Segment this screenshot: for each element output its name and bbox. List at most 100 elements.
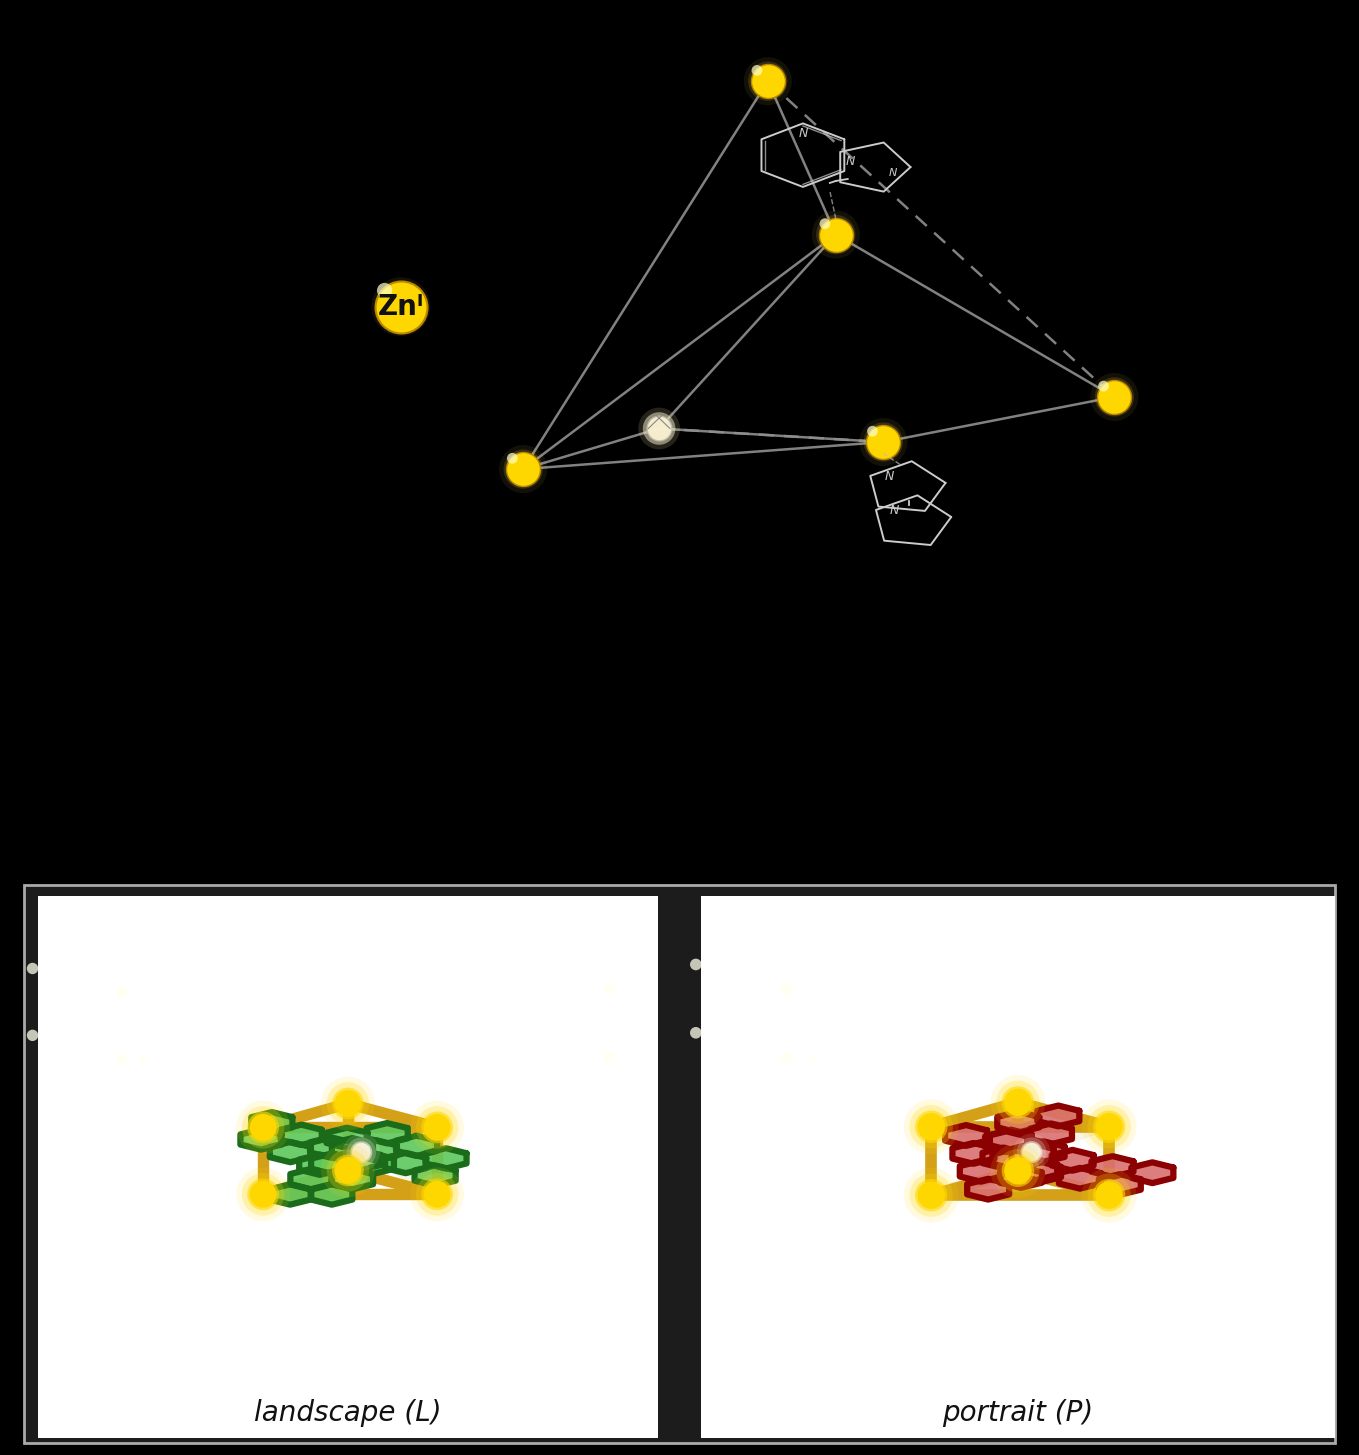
Point <box>1007 1091 1029 1115</box>
Polygon shape <box>241 1129 281 1149</box>
Point <box>872 431 894 454</box>
Point <box>685 953 707 976</box>
Polygon shape <box>414 1165 455 1186</box>
Point <box>825 223 847 246</box>
Text: N: N <box>885 470 894 483</box>
Polygon shape <box>1000 1167 1042 1187</box>
Point <box>872 431 894 454</box>
Bar <box>701 896 1335 1438</box>
Point <box>1098 1115 1120 1138</box>
Point <box>351 1141 372 1164</box>
Point <box>1104 386 1125 409</box>
Polygon shape <box>983 1148 1025 1168</box>
Point <box>862 419 883 442</box>
Polygon shape <box>1099 1174 1140 1195</box>
Point <box>757 70 779 93</box>
Text: N: N <box>889 167 897 178</box>
Polygon shape <box>281 1125 322 1145</box>
Polygon shape <box>1030 1123 1072 1144</box>
Point <box>427 1183 448 1206</box>
Point <box>390 295 412 319</box>
Bar <box>38 896 658 1438</box>
Polygon shape <box>1019 1161 1061 1183</box>
Point <box>351 1141 372 1164</box>
Polygon shape <box>332 1138 372 1158</box>
Polygon shape <box>299 1154 340 1174</box>
Point <box>648 416 670 439</box>
Point <box>814 212 836 236</box>
Point <box>872 431 894 454</box>
Point <box>22 1024 43 1048</box>
Point <box>427 1183 448 1206</box>
Polygon shape <box>1011 1144 1053 1164</box>
Point <box>512 457 534 480</box>
Polygon shape <box>1131 1163 1173 1183</box>
Point <box>337 1158 359 1181</box>
Point <box>1007 1160 1029 1183</box>
Text: portrait (P): portrait (P) <box>942 1400 1094 1427</box>
Point <box>1098 1183 1120 1206</box>
Point <box>427 1116 448 1139</box>
Point <box>337 1091 359 1115</box>
Point <box>501 447 523 470</box>
Point <box>1104 386 1125 409</box>
Point <box>1021 1141 1042 1164</box>
Text: landscape (L): landscape (L) <box>254 1400 442 1427</box>
Polygon shape <box>425 1148 466 1168</box>
Point <box>1021 1141 1042 1164</box>
Point <box>1104 386 1125 409</box>
Point <box>337 1158 359 1181</box>
Point <box>648 416 670 439</box>
Polygon shape <box>968 1179 1010 1199</box>
Polygon shape <box>992 1149 1034 1170</box>
Polygon shape <box>1059 1168 1101 1189</box>
Point <box>920 1115 942 1138</box>
Point <box>427 1116 448 1139</box>
Point <box>920 1115 942 1138</box>
Polygon shape <box>356 1141 397 1161</box>
Point <box>351 1141 372 1164</box>
Polygon shape <box>953 1144 995 1164</box>
Point <box>825 223 847 246</box>
Polygon shape <box>1091 1157 1133 1177</box>
Point <box>427 1116 448 1139</box>
Text: N: N <box>890 503 900 517</box>
Point <box>1104 386 1125 409</box>
Point <box>920 1183 942 1206</box>
Polygon shape <box>269 1184 311 1205</box>
Point <box>390 295 412 319</box>
Polygon shape <box>326 1128 367 1148</box>
Polygon shape <box>367 1123 408 1144</box>
Point <box>825 223 847 246</box>
Point <box>253 1183 275 1206</box>
Polygon shape <box>311 1184 352 1205</box>
Point <box>1007 1160 1029 1183</box>
Point <box>685 1021 707 1045</box>
Point <box>337 1091 359 1115</box>
Point <box>1098 1183 1120 1206</box>
Point <box>1098 1115 1120 1138</box>
Point <box>253 1183 275 1206</box>
Point <box>1007 1091 1029 1115</box>
Polygon shape <box>340 1149 381 1170</box>
Polygon shape <box>310 1138 351 1158</box>
Polygon shape <box>1015 1160 1057 1180</box>
Polygon shape <box>291 1168 332 1189</box>
Point <box>1021 1141 1042 1164</box>
Point <box>253 1116 275 1139</box>
Point <box>776 1046 798 1069</box>
Point <box>1098 1183 1120 1206</box>
Polygon shape <box>353 1154 394 1174</box>
Polygon shape <box>385 1152 427 1173</box>
Text: N: N <box>798 127 807 140</box>
Point <box>648 416 670 439</box>
Point <box>1098 1115 1120 1138</box>
Point <box>427 1183 448 1206</box>
Point <box>1007 1160 1029 1183</box>
Point <box>1098 1183 1120 1206</box>
Text: N: N <box>847 154 855 167</box>
Polygon shape <box>985 1132 1027 1152</box>
Point <box>337 1091 359 1115</box>
Point <box>776 978 798 1001</box>
Point <box>648 416 670 439</box>
